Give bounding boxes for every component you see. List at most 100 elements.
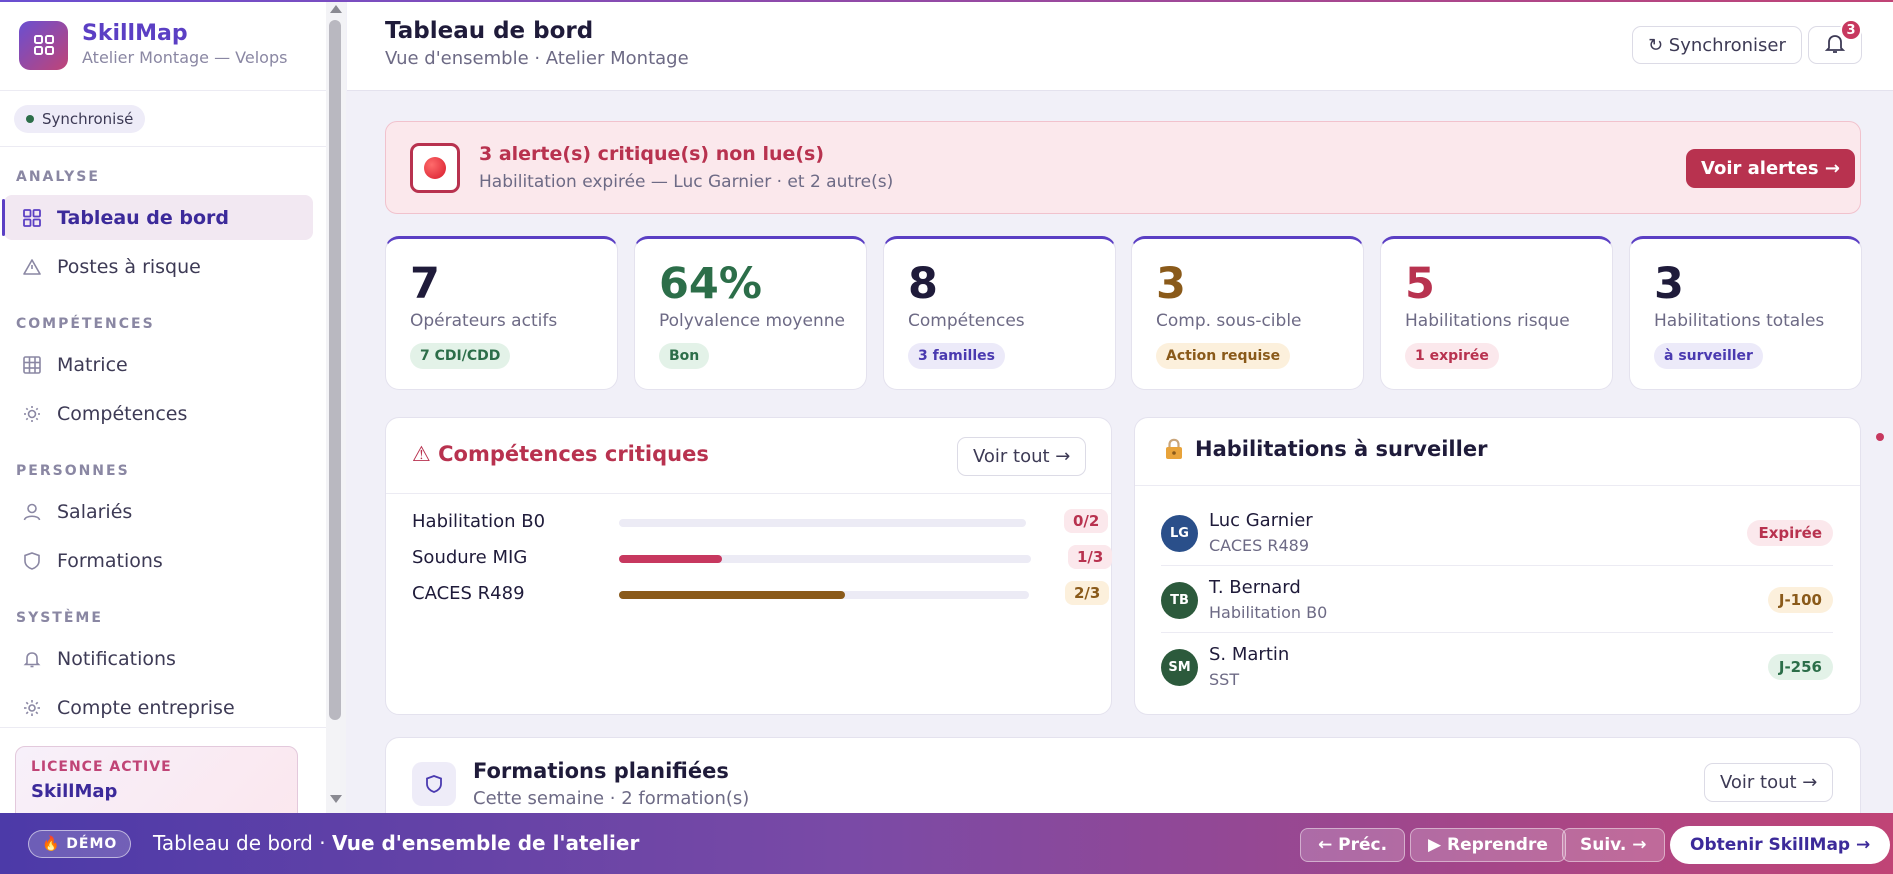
dashboard-icon	[21, 207, 43, 229]
lock-icon	[1163, 438, 1185, 460]
sidebar-scrollbar[interactable]	[326, 0, 346, 813]
sidebar-item-label: Compétences	[57, 402, 188, 425]
kpi-card-competences[interactable]: 8 Compétences 3 familles	[883, 236, 1116, 390]
kpi-card-habilitations-totales[interactable]: 3 Habilitations totales à surveiller	[1629, 236, 1862, 390]
alert-title: 3 alerte(s) critique(s) non lue(s)	[479, 143, 825, 165]
bell-icon	[21, 648, 43, 670]
habilitation-person-name: T. Bernard	[1209, 577, 1301, 598]
demo-resume-button[interactable]: ▶ Reprendre	[1410, 828, 1566, 862]
habilitation-status-badge: Expirée	[1747, 520, 1833, 546]
kpi-value: 64%	[659, 259, 762, 309]
scroll-up-icon[interactable]	[330, 5, 342, 13]
kpi-label: Comp. sous-cible	[1156, 311, 1302, 331]
nav-section-analyse: ANALYSE	[16, 169, 100, 185]
critical-skills-panel: ⚠ Compétences critiques Voir tout → Habi…	[385, 417, 1113, 715]
demo-badge: 🔥 DÉMO	[28, 830, 132, 858]
sidebar-item-formations[interactable]: Formations	[4, 538, 313, 583]
top-accent-line	[0, 0, 1893, 2]
brand-subtitle: Atelier Montage — Velops	[82, 48, 288, 67]
kpi-card-sous-cible[interactable]: 3 Comp. sous-cible Action requise	[1131, 236, 1364, 390]
sync-status-badge: Synchronisé	[14, 105, 146, 133]
kpi-value: 3	[1156, 259, 1186, 309]
kpi-value: 5	[1405, 259, 1435, 309]
view-alerts-button[interactable]: Voir alertes →	[1686, 149, 1855, 188]
sidebar-item-label: Formations	[57, 549, 163, 572]
notifications-button[interactable]	[1808, 26, 1862, 64]
kpi-tag: 3 familles	[908, 343, 1005, 369]
kpi-value: 7	[410, 259, 440, 309]
sidebar-item-compte-entreprise[interactable]: Compte entreprise	[4, 685, 313, 730]
habilitation-row[interactable]: LG Luc Garnier CACES R489 Expirée	[1161, 500, 1833, 566]
formations-view-all-button[interactable]: Voir tout →	[1704, 763, 1834, 802]
sun-icon	[21, 403, 43, 425]
sidebar: SkillMap Atelier Montage — Velops Synchr…	[0, 0, 346, 813]
formations-subtitle: Cette semaine · 2 formation(s)	[473, 788, 750, 809]
kpi-label: Habilitations totales	[1654, 311, 1825, 331]
kpi-card-habilitations-risque[interactable]: 5 Habilitations risque 1 expirée	[1380, 236, 1613, 390]
brand[interactable]: SkillMap Atelier Montage — Velops	[0, 0, 326, 91]
notification-count-badge: 3	[1840, 19, 1862, 41]
alert-record-icon	[410, 143, 460, 193]
habilitation-row[interactable]: TB T. Bernard Habilitation B0 J-100	[1161, 567, 1833, 633]
sidebar-item-label: Notifications	[57, 647, 176, 670]
sidebar-item-label: Salariés	[57, 500, 133, 523]
indicator-dot	[1876, 433, 1884, 441]
grid-icon	[19, 20, 68, 70]
habilitations-title: Habilitations à surveiller	[1195, 437, 1488, 461]
sidebar-item-notifications[interactable]: Notifications	[4, 636, 313, 681]
licence-card[interactable]: LICENCE ACTIVE SkillMap	[15, 746, 298, 813]
sidebar-item-label: Matrice	[57, 353, 128, 376]
nav-section-systeme: SYSTÈME	[16, 610, 103, 626]
formations-title: Formations planifiées	[473, 759, 729, 783]
habilitation-row[interactable]: SM S. Martin SST J-256	[1161, 634, 1833, 700]
demo-prev-button[interactable]: ← Préc.	[1300, 828, 1406, 862]
sidebar-item-salaries[interactable]: Salariés	[4, 489, 313, 534]
critical-skill-row[interactable]: Habilitation B0 0/2	[412, 509, 1109, 535]
sidebar-item-tableau-de-bord[interactable]: Tableau de bord	[2, 195, 313, 240]
kpi-label: Compétences	[908, 311, 1025, 331]
kpi-value: 8	[908, 259, 938, 309]
skill-progress-track	[619, 555, 1031, 563]
critical-view-all-button[interactable]: Voir tout →	[957, 437, 1087, 476]
skill-name: CACES R489	[412, 583, 525, 604]
skill-count-badge: 1/3	[1068, 545, 1113, 569]
kpi-card-operateurs[interactable]: 7 Opérateurs actifs 7 CDI/CDD	[385, 236, 618, 390]
demo-next-button[interactable]: Suiv. →	[1562, 828, 1665, 862]
sidebar-item-postes-a-risque[interactable]: Postes à risque	[4, 244, 313, 289]
brand-name: SkillMap	[82, 21, 188, 46]
skill-name: Habilitation B0	[412, 511, 546, 532]
get-skillmap-button[interactable]: Obtenir SkillMap →	[1670, 826, 1891, 864]
licence-label: LICENCE ACTIVE	[31, 759, 172, 775]
scroll-thumb[interactable]	[329, 20, 341, 720]
kpi-label: Polyvalence moyenne	[659, 311, 845, 331]
habilitation-person-name: Luc Garnier	[1209, 510, 1313, 531]
demo-step-title: Vue d'ensemble de l'atelier	[331, 831, 640, 855]
sidebar-item-label: Compte entreprise	[57, 696, 235, 719]
gear-icon	[21, 697, 43, 719]
habilitation-status-badge: J-100	[1767, 587, 1833, 613]
critical-skill-row[interactable]: CACES R489 2/3	[412, 581, 1110, 607]
demo-step-text: Tableau de bord · Vue d'ensemble de l'at…	[153, 831, 639, 855]
habilitation-type: Habilitation B0	[1209, 603, 1328, 622]
sidebar-item-matrice[interactable]: Matrice	[4, 342, 313, 387]
critical-alert-banner: 3 alerte(s) critique(s) non lue(s) Habil…	[385, 121, 1861, 214]
kpi-card-polyvalence[interactable]: 64% Polyvalence moyenne Bon	[634, 236, 867, 390]
synchronize-button[interactable]: ↻ Synchroniser	[1632, 26, 1802, 64]
kpi-tag: Action requise	[1156, 343, 1291, 369]
critical-skill-row[interactable]: Soudure MIG 1/3	[412, 545, 1113, 571]
avatar: LG	[1161, 515, 1198, 552]
skill-name: Soudure MIG	[412, 547, 528, 568]
kpi-tag: Bon	[659, 343, 710, 369]
scroll-down-icon[interactable]	[330, 795, 342, 803]
habilitation-status-badge: J-256	[1767, 654, 1833, 680]
sidebar-item-label: Tableau de bord	[57, 206, 230, 229]
habilitation-person-name: S. Martin	[1209, 644, 1290, 665]
table-icon	[21, 354, 43, 376]
demo-step-prefix: Tableau de bord ·	[153, 831, 332, 855]
sidebar-item-competences[interactable]: Compétences	[4, 391, 313, 436]
shield-icon	[21, 550, 43, 572]
bell-icon	[1824, 32, 1846, 58]
sidebar-content: SkillMap Atelier Montage — Velops Synchr…	[0, 0, 326, 813]
sync-status-label: Synchronisé	[42, 110, 134, 128]
skill-progress-track	[619, 519, 1026, 527]
